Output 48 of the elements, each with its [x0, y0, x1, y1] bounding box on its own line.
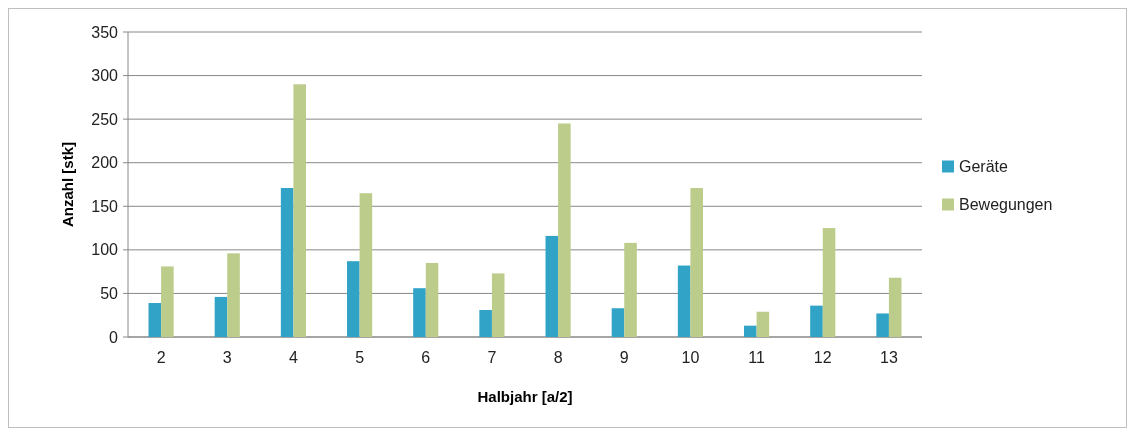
- y-tick-label: 350: [91, 23, 119, 41]
- y-axis-title: Anzahl [stk]: [59, 141, 76, 228]
- bar: [479, 309, 492, 337]
- x-tick-label: 7: [487, 349, 497, 366]
- bar: [690, 187, 703, 337]
- bar: [611, 308, 625, 337]
- bar: [347, 261, 360, 337]
- x-tick-label: 9: [619, 349, 629, 366]
- bar: [822, 228, 836, 337]
- bar: [810, 305, 823, 337]
- bar: [148, 303, 162, 337]
- bar: [425, 262, 439, 337]
- bar: [214, 296, 228, 337]
- y-tick-label: 50: [100, 285, 119, 303]
- bar: [359, 193, 373, 337]
- y-tick-label: 0: [109, 328, 119, 346]
- bar: [744, 325, 757, 337]
- y-tick-label: 100: [91, 241, 119, 259]
- x-tick-label: 10: [681, 349, 700, 366]
- bar: [227, 253, 240, 337]
- x-tick-label: 3: [222, 349, 232, 366]
- x-tick-label: 5: [355, 349, 365, 366]
- x-tick-label: 2: [156, 349, 166, 366]
- x-axis-title: Halbjahr [a/2]: [477, 388, 573, 405]
- x-tick-label: 12: [813, 349, 832, 366]
- bar: [756, 311, 770, 337]
- x-tick-label: 11: [748, 349, 765, 366]
- y-tick-label: 150: [91, 197, 119, 215]
- bar: [280, 187, 294, 337]
- bar: [491, 273, 505, 337]
- bar: [624, 242, 637, 337]
- bar: [558, 123, 571, 337]
- legend-label: Geräte: [959, 158, 1009, 176]
- bar: [876, 313, 889, 337]
- bar: [413, 288, 426, 337]
- y-tick-label: 300: [91, 67, 119, 85]
- legend-label: Bewegungen: [959, 196, 1053, 214]
- y-tick-label: 250: [91, 110, 119, 128]
- x-tick-label: 4: [288, 349, 298, 366]
- x-tick-label: 6: [421, 349, 431, 366]
- x-tick-label: 8: [553, 349, 563, 366]
- y-tick-label: 200: [91, 154, 119, 172]
- bar: [677, 265, 691, 337]
- bar: [545, 235, 559, 337]
- x-tick-label: 13: [880, 349, 898, 366]
- bar: [888, 277, 902, 337]
- bar: [161, 266, 174, 337]
- bar: [293, 84, 306, 337]
